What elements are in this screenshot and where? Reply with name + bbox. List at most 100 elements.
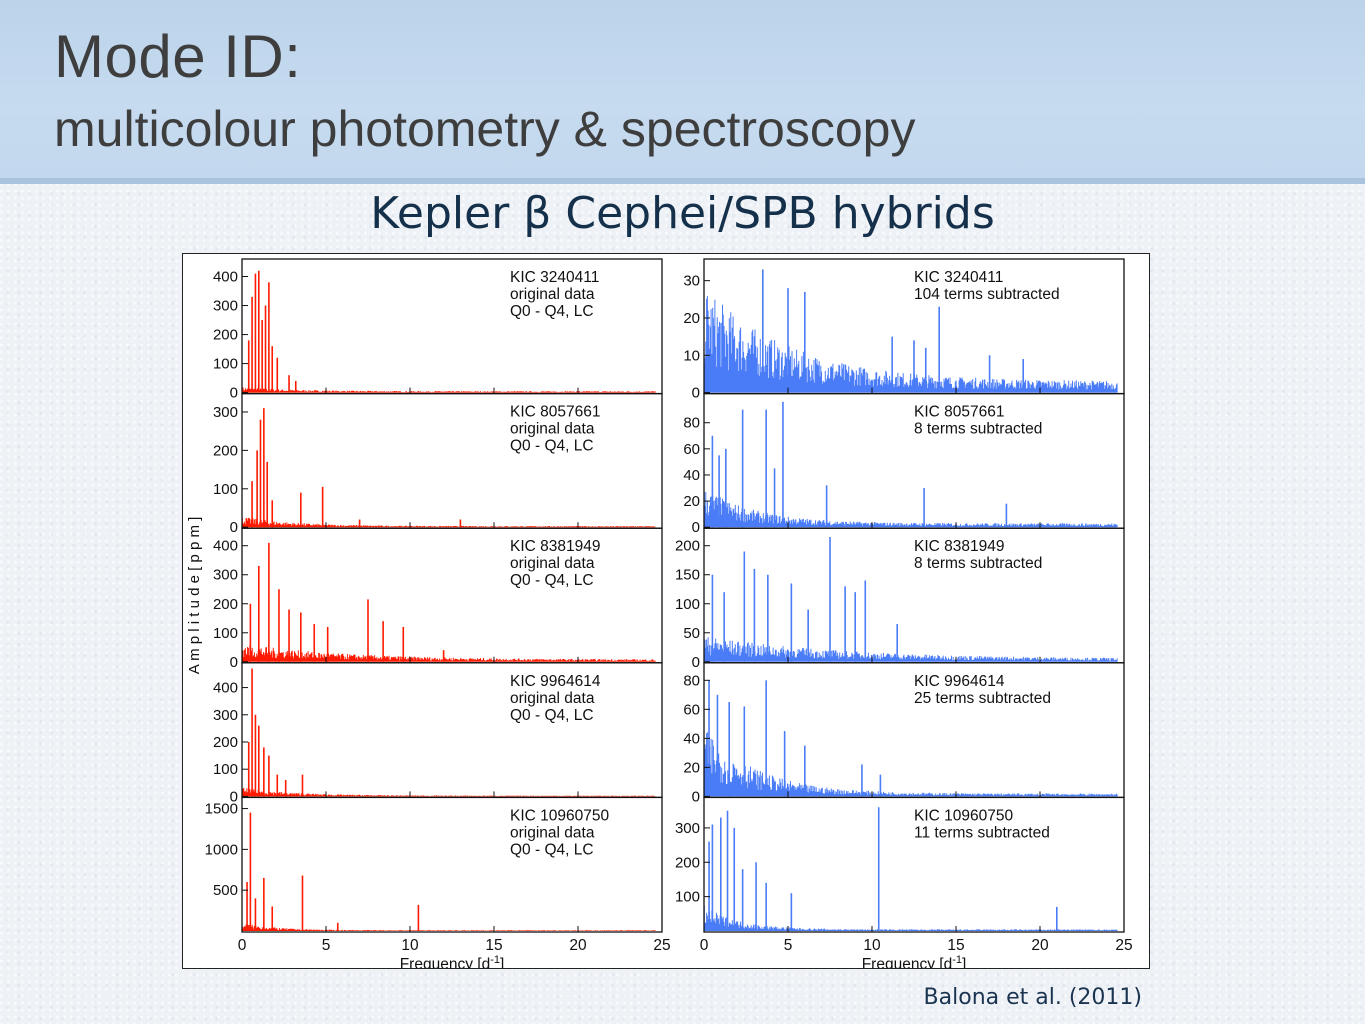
panel-frame-right-5 [703, 796, 1125, 933]
panel-label-right-4-2: 25 terms subtracted [914, 690, 1051, 707]
xtick-label-left-0: 0 [238, 937, 247, 954]
panel-label-left-2-3: Q0 - Q4, LC [510, 438, 594, 455]
xtick-label-right-10: 10 [863, 937, 881, 954]
spectrum-right-3 [703, 637, 1118, 662]
xtick-label-left-10: 10 [401, 937, 419, 954]
ytick-label-left-2-0: 0 [230, 519, 238, 536]
figure-heading: Kepler β Cephei/SPB hybrids [370, 188, 995, 239]
ytick-label-right-4-40: 40 [683, 730, 700, 747]
spectrum-left-4 [241, 787, 656, 797]
ytick-label-left-4-300: 300 [213, 707, 238, 724]
panel-label-right-5-2: 11 terms subtracted [914, 824, 1050, 841]
panel-label-left-4-1: KIC 9964614 [510, 673, 601, 690]
panel-label-left-1-2: original data [510, 286, 595, 303]
ytick-label-left-2-300: 300 [213, 404, 238, 421]
spectrum-left-2 [241, 517, 656, 528]
xtick-label-right-5: 5 [784, 937, 793, 954]
spectrum-right-1 [703, 296, 1118, 393]
panel-label-left-3-2: original data [510, 555, 595, 572]
panel-label-right-3-1: KIC 8381949 [914, 538, 1005, 555]
ytick-label-right-4-0: 0 [692, 788, 700, 805]
panel-label-right-2-1: KIC 8057661 [914, 404, 1005, 421]
panel-label-left-2-1: KIC 8057661 [510, 404, 601, 421]
panel-label-left-5-1: KIC 10960750 [510, 807, 609, 824]
ytick-label-right-5-100: 100 [675, 889, 700, 906]
panel-label-left-4-2: original data [510, 690, 595, 707]
ytick-label-right-3-200: 200 [675, 538, 700, 555]
ytick-label-left-1-100: 100 [213, 356, 238, 373]
ytick-label-right-3-0: 0 [692, 654, 700, 671]
ytick-label-left-3-0: 0 [230, 654, 238, 671]
ytick-label-right-2-80: 80 [683, 415, 700, 432]
ytick-label-right-4-60: 60 [683, 701, 700, 718]
ytick-label-right-4-20: 20 [683, 759, 700, 776]
periodogram-figure: 0 100 200 300 400 KIC 3240411 original data Q0 … [182, 253, 1150, 969]
spectrum-left-3 [241, 645, 656, 662]
ytick-label-left-3-200: 200 [213, 596, 238, 613]
ytick-label-right-1-0: 0 [692, 385, 700, 402]
xtick-label-right-15: 15 [947, 937, 964, 954]
panel-frame-left-5 [241, 796, 663, 933]
ytick-label-left-2-200: 200 [213, 442, 238, 459]
panel-label-left-3-3: Q0 - Q4, LC [510, 572, 594, 589]
ytick-label-right-3-50: 50 [683, 625, 700, 642]
xtick-label-left-20: 20 [569, 937, 587, 954]
ytick-label-right-5-200: 200 [675, 854, 700, 871]
panel-label-right-2-2: 8 terms subtracted [914, 421, 1042, 438]
ytick-label-right-3-100: 100 [675, 596, 700, 613]
panel-label-left-4-3: Q0 - Q4, LC [510, 707, 594, 724]
xtick-label-right-0: 0 [700, 937, 709, 954]
ytick-label-left-1-200: 200 [213, 327, 238, 344]
ytick-label-left-5-1000: 1000 [205, 841, 238, 858]
spectrum-left-1 [241, 387, 656, 393]
panel-label-left-2-2: original data [510, 421, 595, 438]
panel-label-left-1-1: KIC 3240411 [510, 269, 599, 286]
spectrum-left-5 [241, 924, 656, 931]
slide-subtitle: multicolour photometry & spectroscopy [54, 101, 916, 157]
ytick-label-left-4-0: 0 [230, 788, 238, 805]
xtick-label-left-15: 15 [485, 937, 502, 954]
ytick-label-left-4-100: 100 [213, 761, 238, 778]
ytick-label-left-5-500: 500 [213, 882, 238, 899]
ytick-label-left-3-400: 400 [213, 538, 238, 555]
slide-header: Mode ID: multicolour photometry & spectr… [0, 0, 1365, 184]
yaxis-label: A m p l i t u d e [ p p m ] [186, 517, 203, 675]
ytick-label-right-5-300: 300 [675, 820, 700, 837]
panel-label-right-3-2: 8 terms subtracted [914, 555, 1042, 572]
ytick-label-left-3-100: 100 [213, 625, 238, 642]
panel-label-right-4-1: KIC 9964614 [914, 673, 1005, 690]
xaxis-label-right: Frequency [d-1] [862, 954, 967, 968]
ytick-label-right-1-20: 20 [683, 310, 700, 327]
panel-label-left-5-2: original data [510, 824, 595, 841]
ytick-label-left-2-100: 100 [213, 481, 238, 498]
ytick-label-right-3-150: 150 [675, 567, 700, 584]
ytick-label-right-2-0: 0 [692, 519, 700, 536]
xaxis-label-left: Frequency [d-1] [400, 954, 505, 968]
ytick-label-right-1-30: 30 [683, 273, 700, 290]
ytick-label-right-2-60: 60 [683, 441, 700, 458]
ytick-label-right-1-10: 10 [683, 347, 700, 364]
ytick-label-right-2-40: 40 [683, 467, 700, 484]
ytick-label-left-1-400: 400 [213, 269, 238, 286]
panel-label-left-1-3: Q0 - Q4, LC [510, 303, 594, 320]
ytick-label-right-2-20: 20 [683, 493, 700, 510]
ytick-label-left-1-0: 0 [230, 385, 238, 402]
panel-label-left-3-1: KIC 8381949 [510, 538, 601, 555]
ytick-label-left-4-400: 400 [213, 680, 238, 697]
ytick-label-left-5-1500: 1500 [205, 801, 238, 818]
panel-label-right-5-1: KIC 10960750 [914, 807, 1013, 824]
xtick-label-left-5: 5 [322, 937, 331, 954]
slide-title: Mode ID: [54, 23, 302, 90]
panel-label-right-1-1: KIC 3240411 [914, 269, 1003, 286]
ytick-label-left-4-200: 200 [213, 734, 238, 751]
xtick-label-right-20: 20 [1031, 937, 1049, 954]
